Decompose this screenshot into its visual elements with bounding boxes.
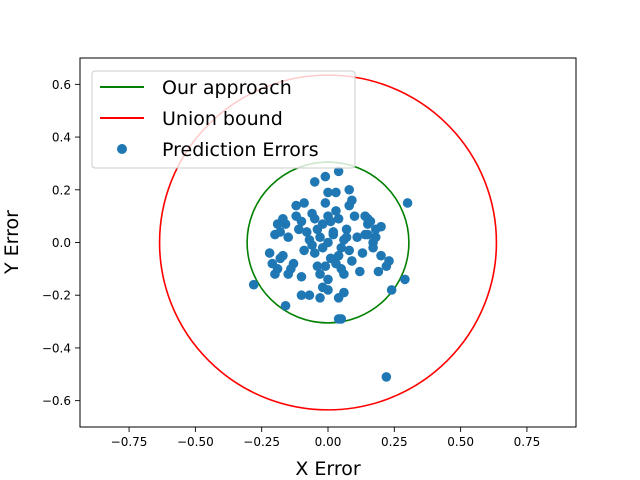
scatter-point (347, 256, 357, 266)
scatter-point (370, 232, 381, 243)
scatter-point (267, 258, 278, 269)
scatter-point (317, 242, 328, 253)
scatter-point (386, 285, 397, 295)
scatter-point (344, 245, 355, 256)
scatter-point (323, 187, 333, 198)
scatter-point (301, 227, 312, 237)
scatter-point (320, 171, 331, 182)
legend-label-union-bound: Union bound (162, 108, 283, 130)
scatter-point (307, 240, 317, 250)
legend-label-prediction-errors: Prediction Errors (162, 139, 319, 161)
scatter-point (291, 200, 301, 211)
scatter-point (376, 250, 386, 261)
y-tick-label: 0.0 (52, 236, 71, 250)
scatter-point (333, 314, 344, 324)
y-tick-label: −0.4 (42, 341, 71, 355)
scatter-point (333, 213, 344, 224)
y-tick-label: −0.6 (42, 394, 71, 408)
scatter-point (270, 269, 280, 279)
scatter-point (296, 216, 307, 227)
x-tick-label: −0.75 (111, 435, 148, 449)
scatter-point (323, 274, 333, 285)
scatter-point (328, 227, 339, 237)
scatter-point (336, 242, 347, 253)
scatter-point (400, 274, 410, 285)
scatter-point (373, 266, 384, 277)
scatter-point (320, 198, 331, 208)
scatter-point (323, 211, 333, 221)
scatter-point (362, 213, 373, 224)
scatter-point (299, 245, 309, 256)
scatter-point (296, 290, 307, 301)
x-tick-label: 0.75 (514, 435, 541, 449)
scatter-point (294, 224, 304, 235)
scatter-point (362, 229, 373, 240)
scatter-point (352, 232, 362, 243)
scatter-point (341, 232, 352, 243)
scatter-point (384, 256, 394, 266)
scatter-point (309, 213, 320, 224)
scatter-point (333, 250, 344, 261)
y-tick-label: 0.2 (52, 183, 71, 197)
scatter-point (272, 219, 283, 229)
x-tick-label: 0.00 (315, 435, 342, 449)
scatter-point (315, 269, 325, 279)
scatter-point (264, 248, 275, 258)
scatter-point (299, 198, 309, 208)
scatter-point (280, 300, 291, 311)
x-tick-label: 0.25 (381, 435, 408, 449)
y-axis-label: Y Error (1, 210, 23, 275)
y-tick-label: 0.4 (52, 131, 71, 145)
scatter-point (341, 224, 352, 235)
scatter-point (331, 187, 341, 198)
scatter-point (331, 206, 341, 216)
scatter-point (357, 248, 368, 258)
scatter-point (317, 282, 328, 293)
scatter-point (381, 372, 392, 382)
scatter-point (333, 166, 344, 177)
scatter-point (315, 293, 325, 303)
x-tick-label: −0.50 (177, 435, 214, 449)
scatter-point (349, 211, 360, 221)
scatter-point (402, 198, 413, 208)
scatter-point (275, 253, 286, 264)
legend-swatch-prediction-errors (117, 144, 127, 154)
scatter-point (283, 232, 294, 243)
scatter-point (331, 258, 341, 269)
x-tick-label: 0.50 (447, 435, 474, 449)
y-tick-label: −0.2 (42, 289, 71, 303)
legend-frame (91, 70, 356, 169)
scatter-point (312, 224, 323, 235)
legend: Our approach Union bound Prediction Erro… (91, 70, 356, 169)
scatter-point (344, 184, 355, 195)
y-tick-label: 0.6 (52, 78, 71, 92)
x-axis-label: X Error (295, 458, 361, 480)
scatter-point (275, 227, 286, 237)
scatter-point (368, 242, 378, 253)
scatter-point (304, 290, 315, 301)
scatter-point (309, 248, 320, 258)
scatter-point (320, 261, 331, 272)
scatter-point (376, 221, 386, 232)
scatter-point (309, 177, 320, 187)
scatter-point (315, 232, 325, 243)
scatter-point (296, 271, 307, 282)
scatter-point (339, 287, 349, 298)
scatter-point (283, 269, 294, 279)
scatter-point (355, 266, 365, 277)
legend-label-our-approach: Our approach (162, 77, 292, 99)
scatter-point (248, 279, 259, 290)
scatter-point (347, 195, 357, 206)
scatter-point (312, 261, 323, 272)
x-tick-label: −0.25 (243, 435, 280, 449)
